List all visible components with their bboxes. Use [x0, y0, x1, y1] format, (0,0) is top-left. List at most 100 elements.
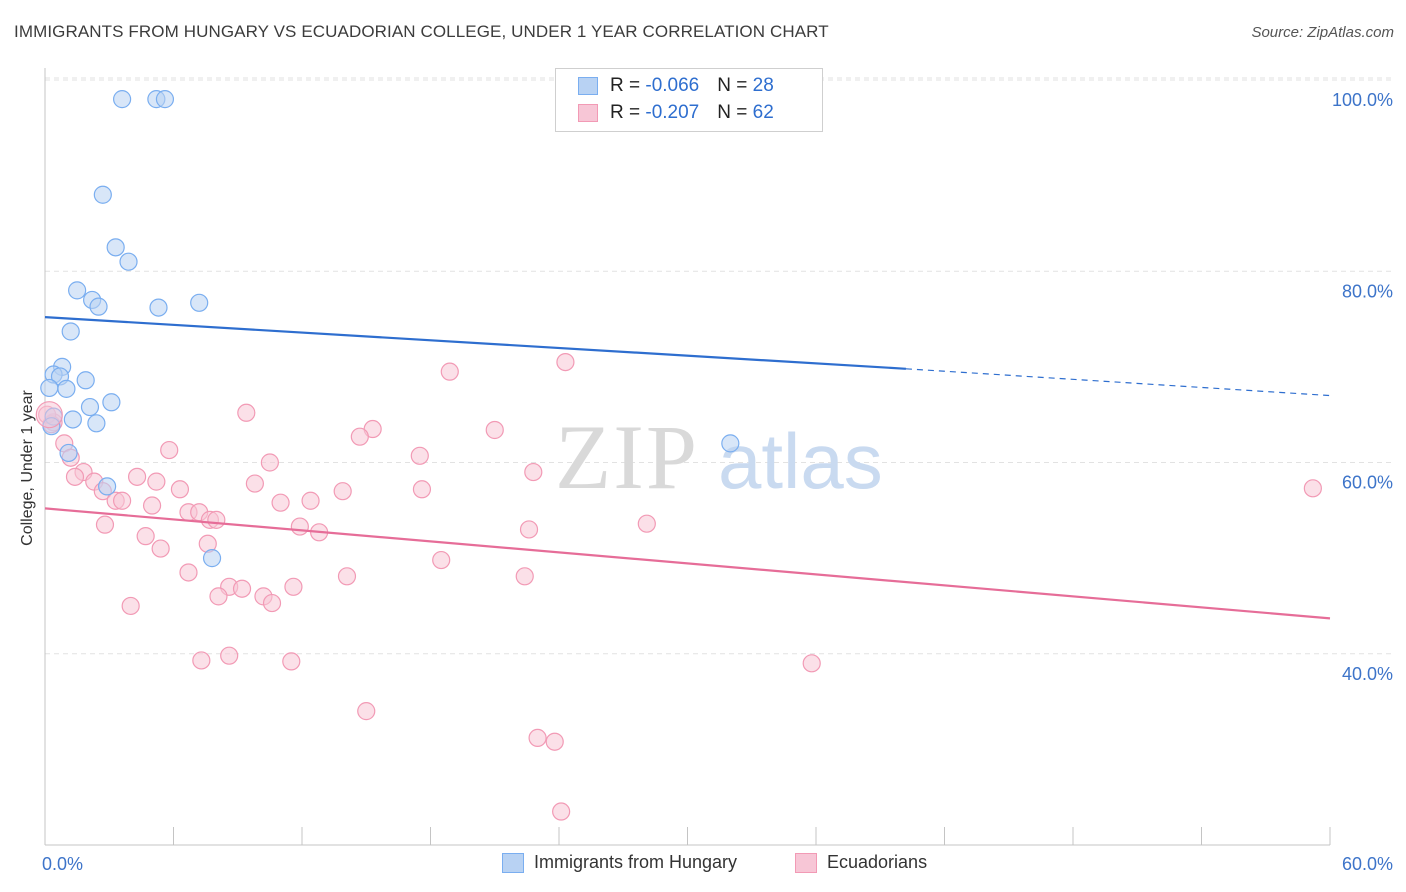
- hungary-trend-line: [44, 316, 907, 370]
- ecuadorian-point: [142, 496, 162, 515]
- ecuadorian-point: [209, 587, 228, 606]
- legend-row-ecuadorians: R = -0.207 N = 62: [578, 102, 774, 124]
- bottom-legend-label-ecuadorians: Ecuadorians: [827, 852, 928, 872]
- legend-r-label: R =: [610, 102, 646, 123]
- hungary-point: [68, 281, 87, 300]
- ecuadorian-point: [1303, 479, 1322, 498]
- ecuadorian-point: [220, 646, 239, 665]
- legend-n-value: 28: [752, 75, 774, 96]
- ecuadorian-point: [127, 467, 147, 486]
- ecuadorian-point: [556, 352, 575, 372]
- hungary-point: [721, 434, 740, 453]
- legend-row-hungary: R = -0.066 N = 28: [578, 75, 774, 97]
- ecuadorian-point: [519, 520, 539, 539]
- ecuadorian-point: [357, 702, 376, 721]
- y-tick-label: 40.0%: [1342, 664, 1393, 684]
- ecuadorian-trend-line: [44, 507, 1331, 620]
- legend-swatch-hungary: [578, 77, 598, 95]
- ecuadorian-point: [637, 514, 656, 533]
- axes: [44, 68, 1331, 846]
- ecuadorian-point: [245, 474, 264, 493]
- bottom-legend-label-hungary: Immigrants from Hungary: [534, 852, 738, 872]
- x-tick-label: 0.0%: [42, 854, 83, 874]
- ecuadorian-point: [412, 480, 432, 499]
- hungary-point: [119, 252, 138, 271]
- ecuadorian-point: [112, 491, 132, 510]
- bottom-legend-swatch-ecuadorians: [795, 852, 817, 873]
- ecuadorian-point: [440, 362, 459, 381]
- hungary-point: [93, 185, 112, 204]
- grid-lines: [45, 77, 1395, 655]
- ecuadorian-point: [552, 802, 571, 821]
- hungary-point: [40, 378, 59, 398]
- hungary-point: [106, 238, 125, 257]
- ecuadorian-point: [528, 728, 547, 748]
- hungary-point: [202, 549, 222, 568]
- ecuadorian-point: [262, 593, 282, 613]
- ecuadorian-point: [284, 577, 303, 596]
- hungary-point: [149, 298, 168, 317]
- ecuadorian-point: [802, 654, 821, 673]
- ecuadorian-point: [350, 427, 369, 446]
- legend-r-value: -0.066: [645, 75, 700, 96]
- legend-swatch-ecuadorians: [578, 104, 598, 122]
- ecuadorian-point: [207, 510, 226, 529]
- hungary-point: [80, 397, 100, 417]
- hungary-point: [63, 410, 82, 429]
- y-tick-label: 100.0%: [1332, 90, 1393, 110]
- legend-r-label: R =: [610, 75, 646, 96]
- correlation-legend: R = -0.066 N = 28 R = -0.207 N = 62: [555, 68, 823, 132]
- ecuadorian-point: [337, 567, 357, 586]
- y-tick-label: 80.0%: [1342, 281, 1393, 301]
- bottom-legend-swatch-hungary: [502, 852, 524, 873]
- ecuadorian-point: [95, 515, 115, 534]
- ecuadorian-point: [410, 446, 429, 465]
- watermark-atlas: atlas: [718, 417, 883, 505]
- ecuadorian-point: [515, 567, 534, 586]
- ecuadorian-point: [432, 550, 451, 570]
- hungary-point: [190, 293, 209, 312]
- ecuadorian-point: [485, 420, 504, 440]
- ecuadorian-point: [136, 527, 155, 546]
- ecuadorian-point: [290, 517, 309, 536]
- hungary-point: [87, 414, 106, 433]
- watermark: ZIP atlas: [555, 406, 883, 508]
- ecuadorian-point: [301, 491, 320, 510]
- legend-r-value: -0.207: [645, 102, 700, 123]
- watermark-zip: ZIP: [555, 406, 699, 508]
- ecuadorian-point: [35, 401, 63, 429]
- data-points: [35, 90, 1322, 821]
- ecuadorian-point: [170, 480, 190, 499]
- hungary-point: [155, 90, 175, 109]
- hungary-point: [89, 297, 108, 316]
- tick-labels: 40.0% 60.0% 80.0% 100.0% 0.0% 60.0%: [42, 90, 1393, 874]
- ecuadorian-point: [271, 493, 290, 512]
- hungary-point: [57, 379, 76, 398]
- ecuadorian-point: [232, 579, 252, 598]
- legend-n-value: 62: [752, 102, 774, 123]
- ecuadorian-point: [160, 440, 179, 460]
- ecuadorian-point: [260, 453, 279, 472]
- ecuadorian-point: [192, 651, 211, 670]
- hungary-trend-extension: [905, 368, 1331, 397]
- ecuadorian-point: [121, 596, 140, 616]
- hungary-point: [98, 477, 117, 496]
- hungary-point: [102, 393, 121, 412]
- ecuadorian-point: [147, 472, 166, 491]
- bottom-legend-hungary: Immigrants from Hungary: [502, 852, 737, 873]
- trend-lines: [44, 316, 1331, 620]
- ecuadorian-point: [282, 652, 301, 671]
- hungary-point: [76, 371, 95, 390]
- x-tick-label: 60.0%: [1342, 854, 1393, 874]
- chart-title: IMMIGRANTS FROM HUNGARY VS ECUADORIAN CO…: [14, 22, 829, 41]
- hungary-point: [112, 90, 132, 109]
- ecuadorian-point: [179, 563, 198, 582]
- ecuadorian-point: [333, 482, 352, 501]
- ecuadorian-point: [545, 732, 564, 751]
- ecuadorian-point: [151, 539, 170, 558]
- ecuadorian-point: [237, 403, 256, 422]
- hungary-point: [59, 443, 78, 463]
- legend-n-label: N =: [717, 75, 753, 96]
- y-axis-label: College, Under 1 year: [19, 390, 36, 546]
